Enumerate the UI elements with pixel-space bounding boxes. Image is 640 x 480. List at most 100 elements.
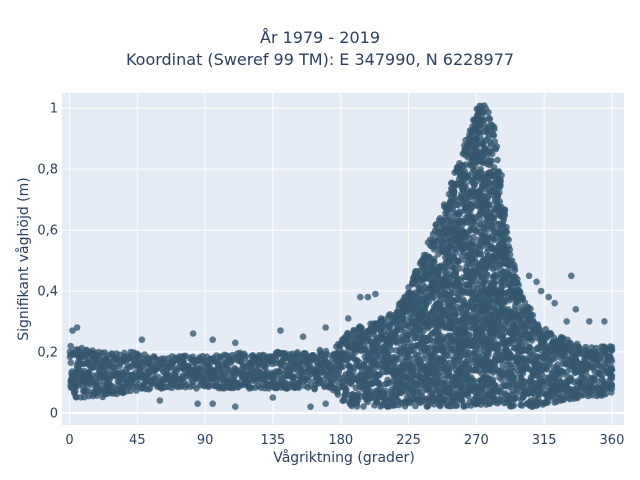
- data-point: [324, 351, 332, 359]
- data-point: [496, 176, 504, 183]
- data-points: [66, 102, 616, 411]
- data-point: [465, 331, 473, 338]
- data-point: [510, 367, 517, 375]
- data-point: [534, 321, 542, 328]
- data-point: [364, 293, 372, 301]
- data-point: [107, 382, 115, 389]
- data-point: [382, 387, 390, 395]
- data-point: [528, 337, 536, 344]
- data-point: [430, 246, 438, 253]
- x-tick-label: 45: [129, 433, 146, 448]
- data-point: [608, 357, 616, 365]
- data-point: [497, 181, 504, 189]
- data-point: [464, 392, 472, 400]
- data-point: [572, 306, 580, 313]
- data-point: [484, 271, 491, 279]
- data-point: [608, 366, 616, 373]
- data-point: [209, 400, 216, 408]
- data-point: [496, 198, 504, 205]
- data-point: [544, 399, 551, 407]
- data-point: [322, 324, 330, 331]
- y-tick-label: 0,4: [37, 284, 58, 299]
- data-point: [209, 336, 216, 344]
- data-point: [485, 109, 492, 116]
- data-point: [138, 336, 146, 344]
- data-point: [529, 311, 537, 319]
- data-point: [608, 346, 616, 354]
- data-point: [525, 272, 533, 280]
- data-point: [477, 165, 484, 173]
- data-point: [307, 403, 314, 411]
- data-point: [67, 342, 74, 350]
- data-point: [551, 299, 558, 307]
- data-point: [506, 246, 514, 253]
- x-tick-label: 90: [197, 433, 214, 448]
- data-point: [455, 282, 462, 289]
- data-point: [395, 355, 402, 363]
- data-point: [431, 259, 438, 266]
- y-axis-label: Signifikant våghöjd (m): [15, 177, 32, 340]
- data-point: [505, 236, 512, 243]
- x-tick-label: 270: [464, 433, 489, 448]
- data-point: [498, 376, 506, 384]
- data-point: [471, 377, 478, 385]
- x-tick-label: 360: [600, 433, 625, 448]
- data-point: [430, 293, 438, 301]
- data-point: [491, 285, 499, 292]
- data-point: [608, 372, 616, 380]
- y-tick-label: 1: [50, 102, 58, 117]
- data-point: [462, 181, 469, 189]
- data-point: [491, 138, 499, 145]
- data-point: [503, 223, 510, 231]
- data-point: [536, 390, 544, 398]
- data-point: [601, 318, 608, 325]
- data-point: [299, 333, 307, 341]
- data-point: [486, 115, 494, 123]
- data-point: [343, 386, 350, 394]
- data-point: [503, 228, 511, 236]
- data-point: [341, 392, 349, 399]
- y-tick-label: 0: [50, 406, 58, 421]
- data-point: [511, 395, 518, 403]
- data-point: [232, 339, 239, 347]
- data-point: [232, 403, 239, 411]
- data-point: [555, 373, 563, 381]
- data-point: [488, 157, 496, 165]
- data-point: [339, 363, 347, 371]
- data-point: [490, 132, 498, 139]
- data-point: [493, 143, 501, 150]
- data-point: [485, 351, 492, 359]
- chart-title-line1: År 1979 - 2019: [260, 28, 380, 47]
- x-tick-label: 315: [532, 433, 557, 448]
- data-point: [194, 400, 201, 408]
- data-point: [297, 363, 305, 371]
- x-tick-label: 0: [65, 433, 73, 448]
- data-point: [598, 372, 606, 379]
- chart-title-line2: Koordinat (Sweref 99 TM): E 347990, N 62…: [125, 50, 515, 69]
- data-point: [586, 318, 593, 325]
- data-point: [372, 290, 379, 298]
- data-point: [518, 402, 526, 409]
- data-point: [455, 257, 463, 265]
- data-point: [322, 400, 330, 408]
- data-point: [488, 150, 496, 158]
- data-point: [500, 215, 508, 222]
- data-point: [489, 376, 497, 383]
- data-point: [494, 156, 501, 164]
- data-point: [515, 281, 522, 289]
- data-point: [539, 385, 546, 393]
- data-point: [173, 368, 180, 375]
- data-point: [455, 210, 462, 218]
- data-point: [608, 382, 616, 389]
- data-point: [525, 345, 533, 352]
- data-point: [602, 390, 609, 398]
- x-tick-label: 135: [261, 433, 286, 448]
- x-tick-label: 225: [396, 433, 421, 448]
- data-point: [513, 390, 520, 397]
- x-axis-ticks: 0 45 90 135 180 225 270 315 360: [65, 433, 624, 448]
- data-point: [387, 346, 395, 354]
- data-point: [453, 402, 461, 409]
- data-point: [466, 360, 474, 368]
- data-point: [242, 352, 249, 360]
